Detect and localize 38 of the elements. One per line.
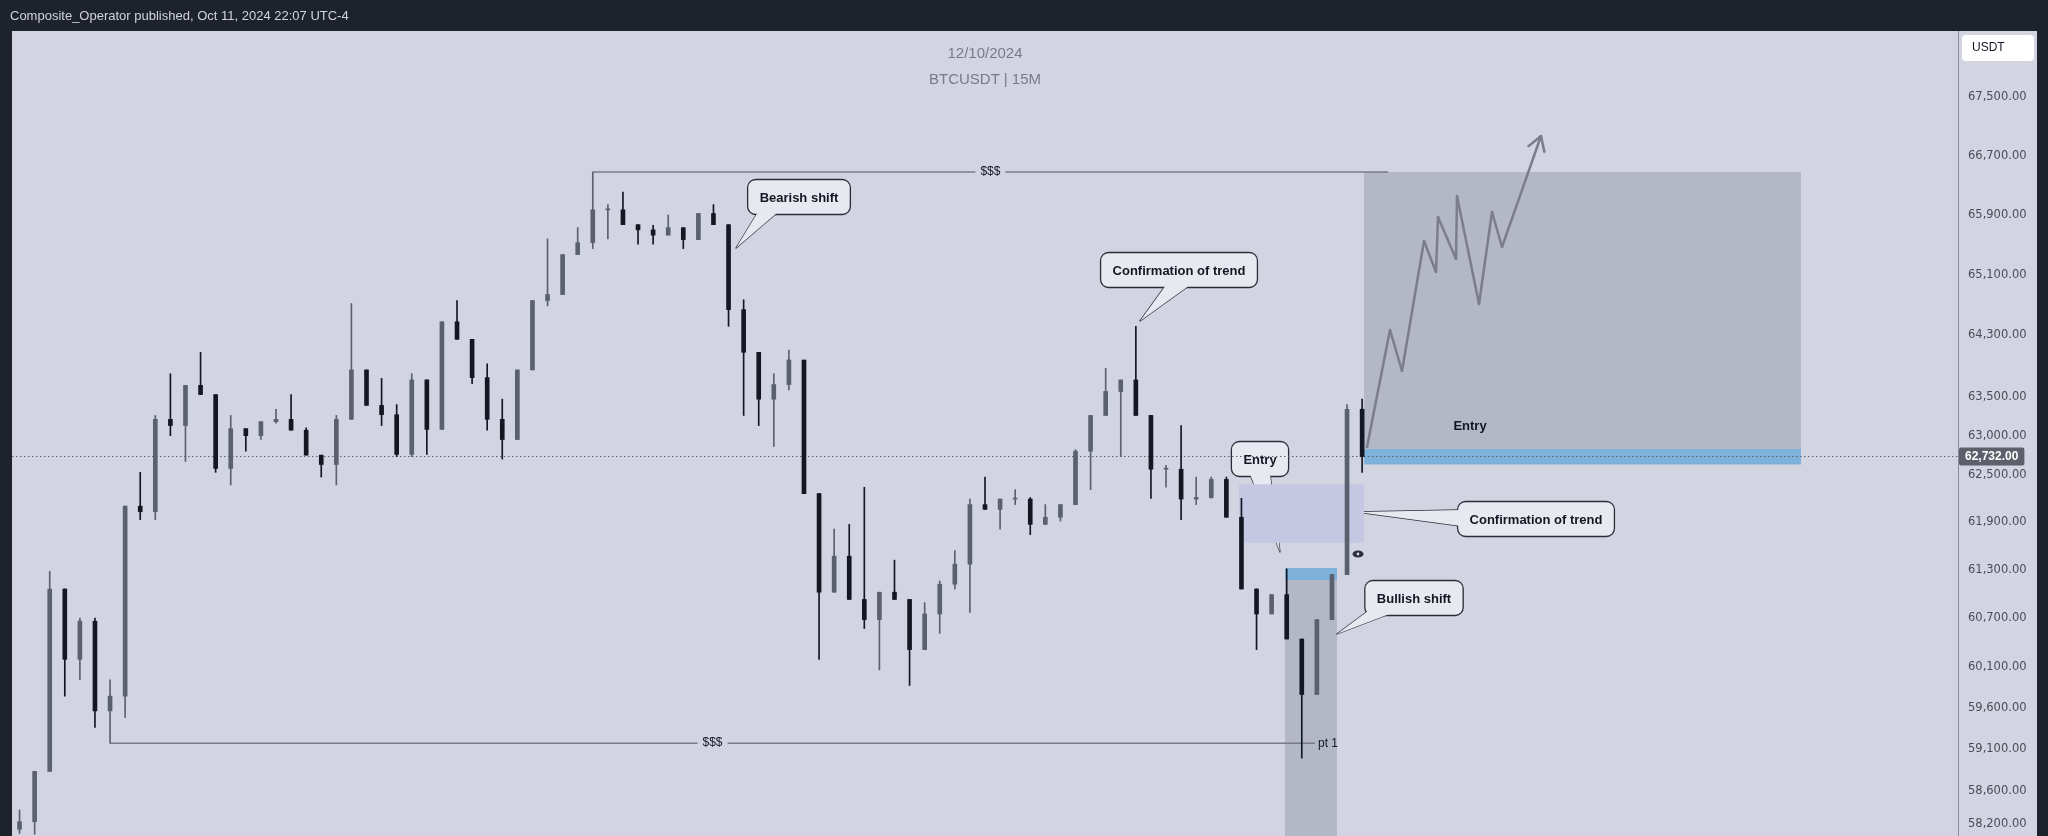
y-axis-title: USDT: [1972, 40, 2006, 55]
ref-line-label: $$$: [702, 735, 723, 750]
y-tick-label: 66,700.00: [1968, 147, 2027, 162]
y-tick-label: 59,600.00: [1968, 699, 2027, 714]
annotation: Bearish shift: [759, 189, 840, 205]
annotation: pt 1: [1317, 736, 1339, 751]
candlestick: [1118, 379, 1124, 458]
candlestick: [137, 472, 143, 520]
candlestick: [1163, 464, 1169, 488]
y-tick-label: 63,000.00: [1968, 427, 2027, 442]
y-tick-label: 65,900.00: [1968, 206, 2027, 221]
y-tick-label: 62,500.00: [1968, 466, 2027, 481]
annotation: Bullish shift: [1376, 590, 1452, 606]
annotation: Entry: [1453, 417, 1488, 433]
y-tick-label: 59,100.00: [1968, 740, 2027, 755]
annotation: Confirmation of trend: [1112, 262, 1246, 278]
candlestick: [861, 486, 867, 629]
y-tick-label: 65,100.00: [1968, 266, 2027, 281]
y-tick-label: 63,500.00: [1968, 388, 2027, 403]
ref-line-label: $$$: [980, 164, 1001, 179]
candlestick: [1193, 476, 1199, 505]
ref-line-label: 62,732.00: [1965, 449, 2019, 464]
y-tick-label: 61,300.00: [1968, 561, 2027, 576]
y-tick-label: 64,300.00: [1968, 327, 2027, 342]
y-tick-label: 67,500.00: [1968, 89, 2027, 104]
text: BTCUSDT | 15M: [929, 70, 1041, 88]
y-tick-label: 58,200.00: [1968, 816, 2027, 831]
text: Composite_Operator published, Oct 11, 2024 22:07 UTC-4: [10, 7, 349, 23]
candlestick: [605, 204, 611, 240]
y-tick-label: 60,700.00: [1968, 609, 2027, 624]
y-tick-label: 58,600.00: [1968, 782, 2027, 797]
y-tick-label: 60,100.00: [1968, 658, 2027, 673]
candlestick: [771, 373, 777, 447]
annotation: Entry: [1243, 451, 1278, 467]
text: 12/10/2024: [947, 44, 1023, 62]
annotation: Confirmation of trend: [1469, 511, 1603, 527]
y-tick-label: 61,900.00: [1968, 513, 2027, 528]
candlestick: [982, 476, 988, 510]
